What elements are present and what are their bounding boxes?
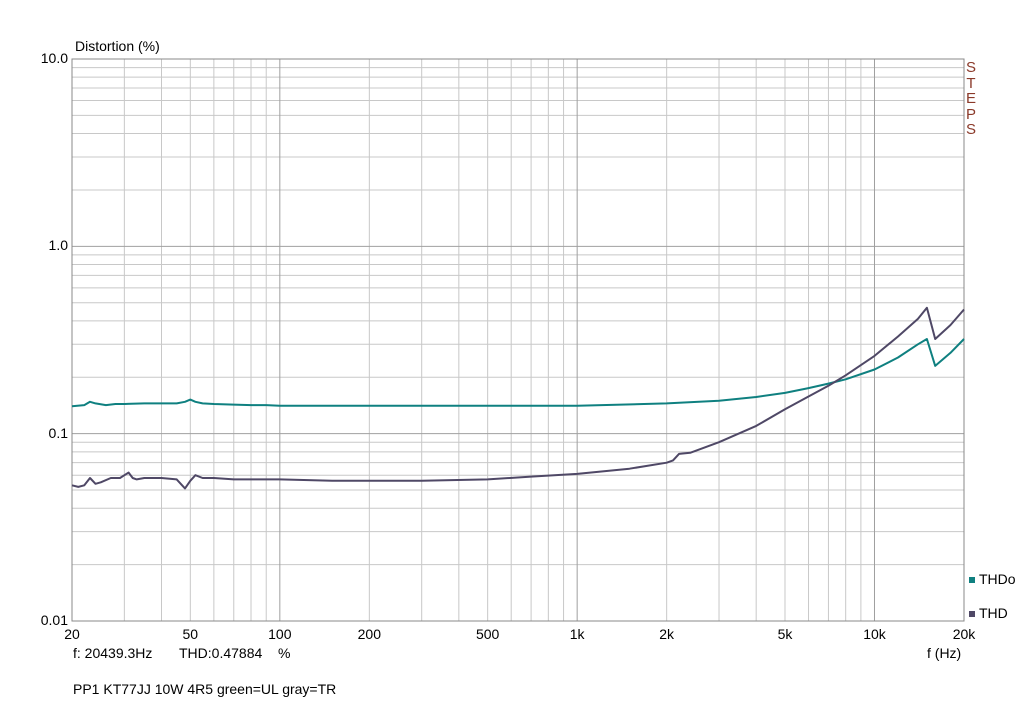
y-axis-label: Distortion (%) xyxy=(75,38,160,54)
series-layer xyxy=(71,306,965,490)
series-line-thd xyxy=(71,306,965,490)
steps-letter: S xyxy=(965,59,976,76)
y-tick-label: 0.1 xyxy=(48,424,68,441)
x-tick-label: 500 xyxy=(475,626,500,642)
x-tick-label: 20k xyxy=(952,626,976,642)
x-tick-label: 1k xyxy=(569,626,585,642)
steps-vertical-label: S T E P S xyxy=(964,60,978,138)
x-tick-label: 200 xyxy=(357,626,382,642)
steps-letter: P xyxy=(965,105,976,123)
chart-caption: PP1 KT77JJ 10W 4R5 green=UL gray=TR xyxy=(73,681,337,697)
x-tick-label: 2k xyxy=(659,626,675,642)
y-tick-label: 1.0 xyxy=(48,237,68,254)
major-gridlines xyxy=(72,59,964,621)
x-tick-label: 5k xyxy=(777,626,793,642)
legend-swatch-thdo xyxy=(969,577,975,584)
plot-frame xyxy=(71,58,965,622)
x-tick-label: 20 xyxy=(64,626,80,642)
y-tick-label: 10.0 xyxy=(40,50,68,66)
x-tick-label: 10k xyxy=(863,626,886,642)
steps-letter: T xyxy=(966,74,976,92)
x-tick-label: 100 xyxy=(268,626,292,642)
y-tick-label: 0.01 xyxy=(40,612,68,628)
series-line-thdo xyxy=(71,338,965,408)
x-tick-label: 50 xyxy=(182,626,199,642)
legend-label-thdo: THDo xyxy=(979,571,1016,587)
cursor-frequency-readout: f: 20439.3Hz xyxy=(73,645,153,661)
cursor-thd-readout: THD:0.47884 xyxy=(179,645,263,661)
legend-item-thd[interactable]: THD xyxy=(969,605,1008,621)
steps-letter: S xyxy=(965,121,976,138)
minor-gridlines xyxy=(72,59,964,621)
steps-letter: E xyxy=(965,90,976,107)
x-axis-label: f (Hz) xyxy=(927,645,962,661)
legend-swatch-thd xyxy=(969,611,975,618)
legend-item-thdo[interactable]: THDo xyxy=(969,571,1016,587)
cursor-unit: % xyxy=(278,645,291,661)
legend-label-thd: THD xyxy=(979,605,1008,621)
